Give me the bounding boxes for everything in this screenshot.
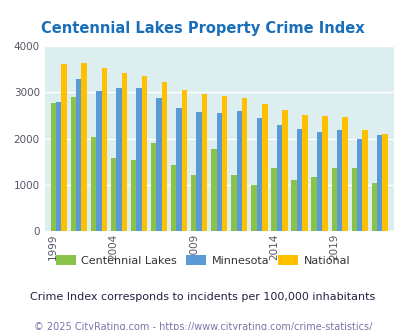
- Bar: [211, 149, 216, 231]
- Bar: [301, 115, 307, 231]
- Bar: [81, 63, 87, 231]
- Bar: [136, 88, 141, 231]
- Bar: [251, 185, 256, 231]
- Bar: [230, 175, 236, 231]
- Bar: [76, 80, 81, 231]
- Bar: [382, 134, 387, 231]
- Text: Crime Index corresponds to incidents per 100,000 inhabitants: Crime Index corresponds to incidents per…: [30, 292, 375, 302]
- Legend: Centennial Lakes, Minnesota, National: Centennial Lakes, Minnesota, National: [52, 251, 353, 269]
- Bar: [256, 118, 262, 231]
- Bar: [291, 180, 296, 231]
- Bar: [236, 111, 241, 231]
- Bar: [311, 178, 316, 231]
- Bar: [222, 96, 227, 231]
- Bar: [151, 143, 156, 231]
- Bar: [56, 102, 61, 231]
- Bar: [331, 168, 336, 231]
- Bar: [201, 94, 207, 231]
- Bar: [296, 129, 301, 231]
- Bar: [96, 90, 101, 231]
- Bar: [356, 139, 362, 231]
- Bar: [191, 175, 196, 231]
- Bar: [341, 117, 347, 231]
- Bar: [171, 165, 176, 231]
- Bar: [176, 108, 181, 231]
- Bar: [116, 88, 121, 231]
- Bar: [276, 125, 281, 231]
- Bar: [316, 132, 322, 231]
- Bar: [61, 64, 67, 231]
- Bar: [141, 76, 147, 231]
- Bar: [336, 130, 341, 231]
- Bar: [51, 103, 56, 231]
- Bar: [90, 137, 96, 231]
- Bar: [262, 104, 267, 231]
- Bar: [216, 113, 222, 231]
- Bar: [122, 73, 127, 231]
- Bar: [181, 90, 187, 231]
- Bar: [196, 112, 201, 231]
- Bar: [322, 116, 327, 231]
- Bar: [241, 98, 247, 231]
- Bar: [70, 97, 76, 231]
- Bar: [271, 168, 276, 231]
- Bar: [111, 158, 116, 231]
- Bar: [130, 160, 136, 231]
- Bar: [371, 183, 376, 231]
- Bar: [281, 111, 287, 231]
- Bar: [156, 98, 161, 231]
- Bar: [376, 135, 382, 231]
- Bar: [101, 68, 107, 231]
- Bar: [351, 168, 356, 231]
- Bar: [161, 82, 167, 231]
- Text: Centennial Lakes Property Crime Index: Centennial Lakes Property Crime Index: [41, 21, 364, 36]
- Text: © 2025 CityRating.com - https://www.cityrating.com/crime-statistics/: © 2025 CityRating.com - https://www.city…: [34, 322, 371, 330]
- Bar: [362, 130, 367, 231]
